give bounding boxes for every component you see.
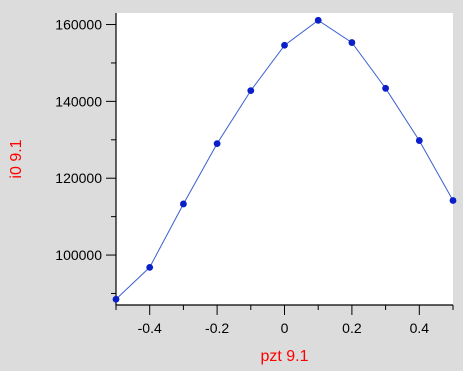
data-point	[281, 41, 288, 49]
data-point	[247, 87, 255, 95]
data-point	[382, 84, 389, 92]
x-tick-label: 0.2	[342, 320, 362, 336]
y-axis-title: i0 9.1	[8, 139, 25, 178]
y-tick-label: 140000	[55, 93, 102, 109]
data-point	[415, 137, 423, 144]
x-tick-label: -0.4	[138, 320, 162, 336]
x-tick-label: 0.4	[410, 320, 430, 336]
x-tick-label: 0	[281, 320, 289, 336]
data-point	[213, 140, 221, 148]
data-point	[314, 16, 322, 24]
axis-ticks: 100000 120000 140000 160000 -0.4 -0.2 0 0.2 0.4	[55, 17, 454, 336]
x-tick-label: -0.2	[205, 320, 229, 336]
y-tick-label: 100000	[55, 247, 102, 263]
y-tick-label: 120000	[55, 170, 102, 186]
x-axis-title: pzt 9.1	[260, 348, 308, 365]
data-point	[348, 39, 356, 46]
data-point	[180, 200, 187, 208]
plot-frame	[115, 13, 453, 306]
data-point	[449, 197, 457, 204]
data-point	[112, 295, 120, 303]
data-point	[146, 263, 154, 271]
plot-area	[116, 13, 453, 305]
series-layer	[112, 16, 457, 303]
y-tick-label: 160000	[55, 17, 102, 33]
